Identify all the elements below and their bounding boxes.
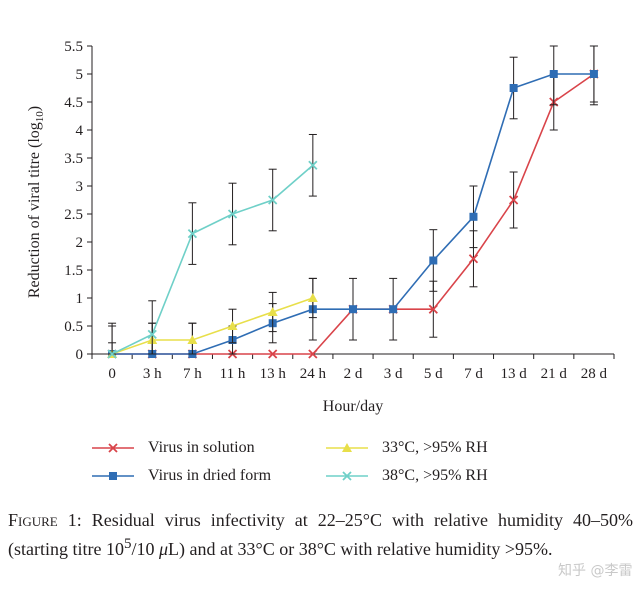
x-tick-label: 3 d xyxy=(384,366,403,382)
x-tick-label: 28 d xyxy=(581,366,608,382)
x-tick-label: 13 d xyxy=(500,366,527,382)
x-tick-label: 0 xyxy=(108,366,116,382)
y-axis-title-subscript: 10 xyxy=(34,111,46,123)
series xyxy=(107,45,599,359)
data-point xyxy=(187,228,198,239)
tick-labels: 0 0.5 1 1.5 2 2.5 3 3.5 4 4.5 5 5.5 0 3 h 7 h 11 h 13 h 2… xyxy=(64,39,607,382)
y-tick-label: 1.5 xyxy=(64,263,83,279)
legend: Virus in solution Virus in dried form 33… xyxy=(90,432,570,492)
x-axis-title: Hour/day xyxy=(323,398,383,415)
watermark: 知乎 @李雷 xyxy=(558,563,633,579)
x-tick-label: 7 d xyxy=(464,366,483,382)
x-tick-label: 21 d xyxy=(541,366,568,382)
y-tick-label: 2.5 xyxy=(64,207,83,223)
data-point xyxy=(589,70,598,78)
y-tick-label: 5.5 xyxy=(64,39,83,55)
legend-item-dried: Virus in dried form xyxy=(90,466,271,486)
data-point xyxy=(307,293,318,302)
y-axis-title: Reduction of viral titre (log10) xyxy=(26,106,46,298)
x-tick-label: 7 h xyxy=(183,366,202,382)
cross-marker-icon xyxy=(326,471,368,481)
data-point xyxy=(468,254,479,264)
x-tick-label: 11 h xyxy=(220,366,246,382)
caption-text-3: L) and at 33°C or 38°C with relative hum… xyxy=(168,539,553,559)
x-tick-label: 5 d xyxy=(424,366,443,382)
data-point xyxy=(428,304,438,314)
data-point xyxy=(227,321,238,330)
y-tick-label: 2 xyxy=(76,235,84,251)
y-tick-label: 1 xyxy=(76,291,84,307)
data-point xyxy=(308,349,318,359)
legend-item-33c: 33°C, >95% RH xyxy=(324,438,488,458)
y-tick-label: 0.5 xyxy=(64,319,83,335)
data-point xyxy=(107,349,117,359)
data-point xyxy=(267,307,278,316)
data-point xyxy=(389,305,398,314)
series-1 xyxy=(108,45,598,358)
y-axis-title-main: Reduction of viral titre (log xyxy=(26,122,43,298)
legend-label-38c: 38°C, >95% RH xyxy=(382,467,488,484)
caption-text-1: Residual virus infectivity at 22–25°C wi… xyxy=(8,510,633,559)
data-point xyxy=(268,195,278,205)
y-tick-label: 3 xyxy=(76,179,84,195)
series-line xyxy=(111,297,314,355)
data-point xyxy=(549,70,558,78)
data-point xyxy=(147,329,157,340)
legend-label-solution: Virus in solution xyxy=(148,439,255,456)
y-tick-label: 4 xyxy=(76,123,84,139)
y-axis-title-close: ) xyxy=(26,106,43,111)
square-marker-icon xyxy=(92,472,134,480)
caption-lead: Figure 1: xyxy=(8,510,82,530)
data-point xyxy=(509,84,518,92)
x-tick-label: 2 d xyxy=(344,366,363,382)
triangle-marker-icon xyxy=(326,443,368,452)
caption-mu: μ xyxy=(159,539,169,559)
series-3 xyxy=(107,133,318,359)
data-point xyxy=(469,212,478,221)
data-point xyxy=(508,195,519,205)
data-point xyxy=(349,305,357,314)
chart: 0 0.5 1 1.5 2 2.5 3 3.5 4 4.5 5 5.5 0 3 h 7 h 11 h 13 h 2… xyxy=(26,39,615,415)
data-point xyxy=(429,256,438,265)
caption-superscript: 5 xyxy=(123,536,132,552)
cross-marker-icon xyxy=(92,443,134,453)
series-line xyxy=(111,164,314,355)
y-tick-label: 0 xyxy=(76,347,84,363)
y-tick-label: 3.5 xyxy=(64,151,83,167)
x-tick-label: 13 h xyxy=(260,366,287,382)
legend-item-38c: 38°C, >95% RH xyxy=(324,466,488,486)
legend-label-33c: 33°C, >95% RH xyxy=(382,439,488,456)
legend-label-dried: Virus in dried form xyxy=(148,467,272,484)
caption-text-2: /10 xyxy=(131,539,159,559)
data-point xyxy=(187,335,198,344)
x-tick-label: 3 h xyxy=(143,366,162,382)
y-tick-label: 4.5 xyxy=(64,95,83,111)
data-point xyxy=(227,209,238,219)
x-tick-label: 24 h xyxy=(300,366,327,382)
y-tick-label: 5 xyxy=(76,67,84,83)
data-point xyxy=(308,160,318,170)
legend-item-solution: Virus in solution xyxy=(90,438,255,458)
data-point xyxy=(268,349,278,359)
figure-caption: Figure 1: Residual virus infectivity at … xyxy=(8,508,633,561)
